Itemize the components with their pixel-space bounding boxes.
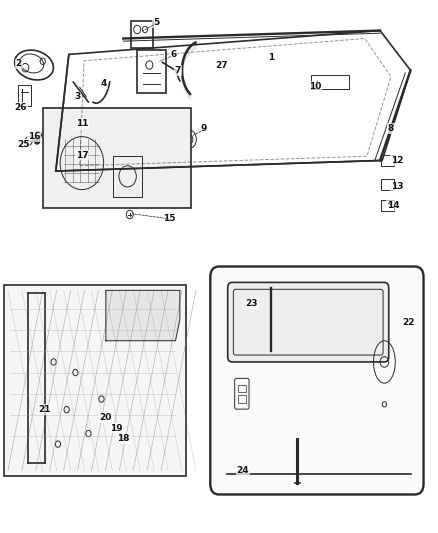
Text: 8: 8 — [388, 124, 394, 133]
Text: 12: 12 — [391, 156, 404, 165]
Text: 10: 10 — [308, 82, 321, 91]
Text: 19: 19 — [110, 424, 123, 433]
Text: 23: 23 — [245, 299, 258, 308]
Text: 25: 25 — [17, 140, 29, 149]
Text: 9: 9 — [201, 124, 207, 133]
Text: 24: 24 — [237, 466, 249, 475]
Text: 2: 2 — [16, 60, 22, 68]
Circle shape — [35, 138, 40, 144]
Text: 11: 11 — [76, 119, 88, 128]
Text: 1: 1 — [268, 53, 274, 62]
Text: 15: 15 — [162, 214, 175, 223]
Text: 26: 26 — [15, 103, 27, 112]
Text: 27: 27 — [215, 61, 227, 69]
Text: 6: 6 — [170, 50, 177, 59]
Text: 3: 3 — [74, 92, 81, 101]
FancyBboxPatch shape — [210, 266, 424, 495]
Text: 22: 22 — [402, 318, 415, 327]
Text: 20: 20 — [100, 413, 112, 422]
Text: 17: 17 — [76, 151, 88, 160]
FancyBboxPatch shape — [228, 282, 389, 362]
FancyBboxPatch shape — [4, 285, 186, 476]
FancyBboxPatch shape — [43, 109, 191, 208]
Text: 18: 18 — [117, 434, 130, 443]
Text: 16: 16 — [28, 132, 40, 141]
Text: 14: 14 — [387, 201, 399, 210]
Text: 7: 7 — [174, 66, 181, 75]
Text: 13: 13 — [391, 182, 404, 191]
Text: 5: 5 — [153, 18, 159, 27]
Text: 21: 21 — [39, 405, 51, 414]
Polygon shape — [106, 290, 180, 341]
Text: 4: 4 — [100, 79, 107, 88]
